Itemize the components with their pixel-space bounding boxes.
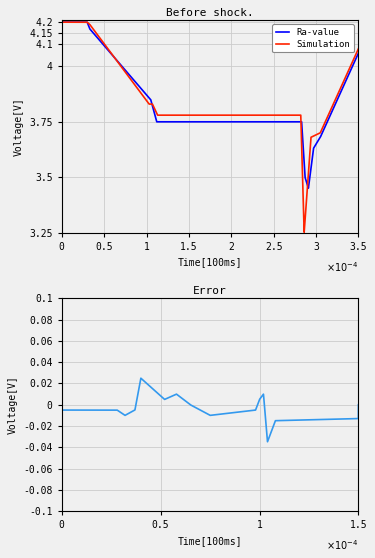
Y-axis label: Voltage[V]: Voltage[V] (8, 376, 18, 434)
Simulation (137, 88, 142, 94)
Line: Ra-value: Ra-value (62, 22, 358, 188)
Title: Before shock.: Before shock. (166, 8, 254, 18)
Simulation (302, 229, 306, 235)
Ra-value (306, 185, 310, 191)
X-axis label: Time[100ms]: Time[100ms] (178, 536, 242, 546)
Ra-value (203, 118, 208, 125)
Text: $\times10^{-4}$: $\times10^{-4}$ (326, 538, 358, 552)
Legend: Ra-value, Simulation: Ra-value, Simulation (272, 25, 354, 52)
Simulation (203, 112, 208, 118)
Text: $\times10^{-4}$: $\times10^{-4}$ (326, 260, 358, 274)
Ra-value (260, 118, 265, 125)
X-axis label: Time[100ms]: Time[100ms] (178, 257, 242, 267)
Simulation (356, 45, 361, 52)
Ra-value (60, 19, 64, 26)
Simulation (177, 112, 182, 118)
Ra-value (356, 50, 361, 56)
Ra-value (171, 118, 176, 125)
Title: Error: Error (193, 286, 227, 296)
Ra-value (177, 118, 182, 125)
Simulation (260, 112, 265, 118)
Simulation (171, 112, 176, 118)
Ra-value (137, 83, 142, 90)
Simulation (75, 19, 80, 26)
Y-axis label: Voltage[V]: Voltage[V] (13, 97, 24, 156)
Simulation (60, 19, 64, 26)
Ra-value (75, 19, 80, 26)
Line: Simulation: Simulation (62, 22, 358, 232)
